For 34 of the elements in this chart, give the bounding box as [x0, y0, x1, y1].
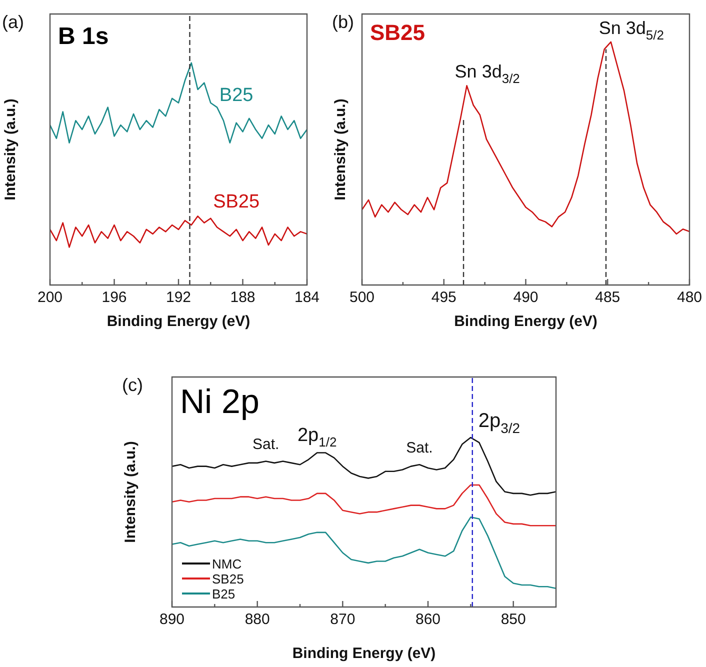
x-tick-label: 860 [415, 611, 441, 628]
x-axis-title: Binding Energy (eV) [454, 313, 598, 330]
x-tick-label: 192 [166, 289, 192, 306]
series-label: SB25 [213, 191, 260, 212]
x-tick-label: 850 [500, 611, 526, 628]
chart-title: Ni 2p [180, 383, 260, 421]
chart-title: B 1s [58, 23, 109, 50]
x-tick-label: 890 [159, 611, 185, 628]
x-tick-label: 870 [330, 611, 356, 628]
legend-label: B25 [212, 586, 236, 602]
x-axis-title: Binding Energy (eV) [106, 313, 250, 330]
x-tick-label: 490 [513, 289, 538, 306]
series-label: B25 [219, 84, 254, 106]
x-tick-label: 184 [294, 289, 320, 306]
x-tick-label: 480 [676, 289, 702, 306]
text: (a) [2, 12, 24, 32]
x-tick-label: 200 [37, 289, 63, 306]
chart-title: SB25 [370, 20, 426, 45]
x-tick-label: 880 [244, 611, 270, 628]
x-tick-label: 485 [595, 289, 620, 306]
legend-label: NMC [212, 556, 242, 572]
x-tick-label: 495 [431, 289, 456, 306]
annotation: Sat. [252, 436, 280, 454]
x-axis-title: Binding Energy (eV) [292, 645, 436, 662]
x-tick-label: 196 [102, 289, 127, 306]
text: (c) [122, 375, 143, 395]
y-axis-title: Intensity (a.u.) [2, 98, 20, 200]
x-tick-label: 188 [230, 289, 256, 306]
annotation: Sat. [406, 440, 433, 457]
text: (b) [332, 12, 354, 32]
y-axis-title: Intensity (a.u.) [122, 441, 140, 543]
legend-label: SB25 [212, 572, 244, 586]
x-tick-label: 500 [349, 289, 375, 306]
y-axis-title: Intensity (a.u.) [332, 98, 350, 200]
